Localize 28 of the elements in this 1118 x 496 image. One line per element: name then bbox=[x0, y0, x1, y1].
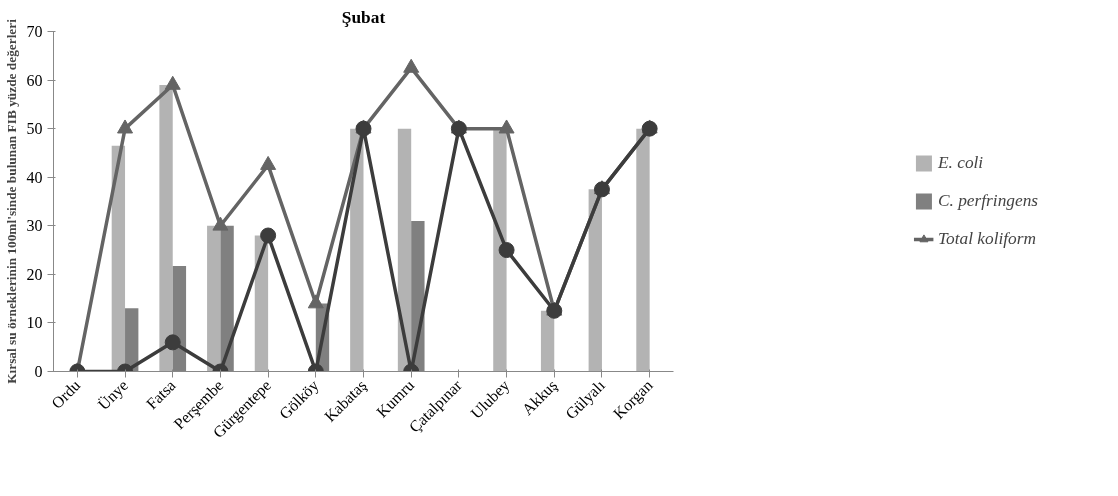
y-tick-label: 0 bbox=[34, 363, 43, 380]
legend-label: E. coli bbox=[937, 153, 984, 173]
x-tick-label: Ordu bbox=[48, 376, 84, 412]
chart-title: Şubat bbox=[341, 7, 386, 27]
y-tick-label: 60 bbox=[26, 71, 43, 89]
point bbox=[260, 155, 277, 170]
bar bbox=[540, 310, 555, 372]
y-tick-label: 40 bbox=[26, 168, 43, 186]
y-tick-label: 50 bbox=[26, 120, 43, 138]
legend-label: Total koliform bbox=[937, 229, 1036, 249]
x-tick-label: Ünye bbox=[94, 376, 132, 414]
bar bbox=[207, 225, 221, 372]
point bbox=[212, 216, 229, 231]
bar bbox=[493, 128, 507, 372]
point bbox=[498, 119, 515, 134]
point bbox=[117, 119, 134, 134]
point bbox=[403, 58, 420, 73]
legend-label: C. perfringens bbox=[937, 191, 1039, 211]
point bbox=[164, 75, 181, 90]
y-tick-label: 70 bbox=[26, 23, 43, 40]
y-tick-label: 30 bbox=[26, 217, 43, 235]
bar bbox=[636, 128, 650, 372]
y-axis-title: Kırsal su örneklerinin 100ml'sinde bulunan FIB yüzde değerleri bbox=[3, 18, 19, 384]
bar bbox=[159, 84, 173, 372]
y-tick-label: 10 bbox=[26, 314, 43, 332]
bar bbox=[588, 189, 602, 372]
point bbox=[307, 294, 324, 309]
y-tick-label: 20 bbox=[26, 265, 43, 283]
